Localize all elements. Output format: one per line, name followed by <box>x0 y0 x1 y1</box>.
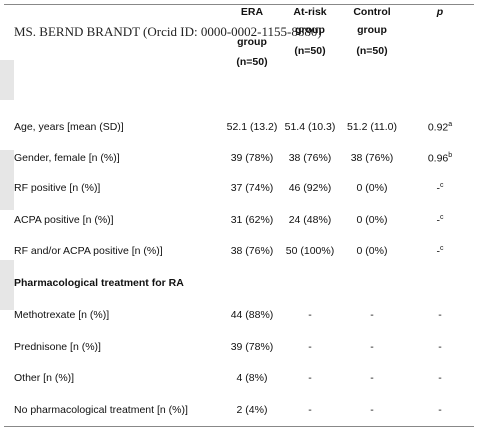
cell: 24 (48%) <box>288 214 332 226</box>
cell: - <box>370 309 374 321</box>
cell: 44 (88%) <box>230 309 274 321</box>
cell: 31 (62%) <box>230 214 274 226</box>
cell: -c <box>436 245 444 258</box>
cell: - <box>438 341 442 353</box>
author-overlay: MS. BERND BRANDT (Orcid ID: 0000-0002-11… <box>14 24 322 39</box>
cell: 51.4 (10.3) <box>284 121 336 133</box>
cell: - <box>370 404 374 416</box>
cell: - <box>370 341 374 353</box>
column-n: (n=50) <box>356 45 388 57</box>
footnote-mark: b <box>448 152 453 159</box>
cell: - <box>438 309 442 321</box>
column-title: At-risk <box>293 6 327 18</box>
cell: -c <box>436 182 444 195</box>
column-subtitle: group <box>295 24 325 36</box>
cell: 0 (0%) <box>356 182 388 194</box>
row-label: ACPA positive [n (%)] <box>14 214 114 226</box>
watermark <box>0 260 14 310</box>
column-subtitle: group <box>237 36 267 48</box>
row-label: RF and/or ACPA positive [n (%)] <box>14 245 163 257</box>
column-title: ERA <box>240 6 264 18</box>
cell: - <box>370 372 374 384</box>
cell: - <box>308 309 312 321</box>
footnote-mark: c <box>440 245 444 252</box>
row-label: No pharmacological treatment [n (%)] <box>14 404 188 416</box>
watermark <box>0 150 14 210</box>
cell: 52.1 (13.2) <box>226 121 278 133</box>
row-label: Age, years [mean (SD)] <box>14 121 124 133</box>
column-n: (n=50) <box>294 45 326 57</box>
cell: -c <box>436 214 444 227</box>
cell: 37 (74%) <box>230 182 274 194</box>
cell: 0.96b <box>427 152 453 165</box>
cell: 39 (78%) <box>230 152 274 164</box>
footnote-mark: c <box>440 182 444 189</box>
table-rule <box>4 4 474 5</box>
cell: 38 (76%) <box>288 152 332 164</box>
row-label: Methotrexate [n (%)] <box>14 309 110 321</box>
cell: - <box>308 372 312 384</box>
row-label: Other [n (%)] <box>14 372 75 384</box>
cell: 51.2 (11.0) <box>346 121 398 133</box>
column-title: p <box>436 6 444 18</box>
row-label: RF positive [n (%)] <box>14 182 101 194</box>
row-label: Prednisone [n (%)] <box>14 341 101 353</box>
cell: 39 (78%) <box>230 341 274 353</box>
cell: 38 (76%) <box>350 152 394 164</box>
cell: 50 (100%) <box>285 245 335 257</box>
watermark <box>0 60 14 100</box>
table-rule <box>4 426 474 427</box>
footnote-mark: a <box>448 121 453 128</box>
cell: - <box>438 372 442 384</box>
footnote-mark: c <box>440 214 444 221</box>
section-header: Pharmacological treatment for RA <box>14 277 184 289</box>
row-label: Gender, female [n (%)] <box>14 152 120 164</box>
cell: - <box>308 404 312 416</box>
column-n: (n=50) <box>236 56 268 68</box>
cell: 0 (0%) <box>356 245 388 257</box>
cell: 0 (0%) <box>356 214 388 226</box>
cell: 46 (92%) <box>288 182 332 194</box>
cell: 2 (4%) <box>236 404 268 416</box>
cell: - <box>438 404 442 416</box>
column-subtitle: group <box>357 24 387 36</box>
column-title: Control <box>353 6 391 18</box>
cell: 4 (8%) <box>236 372 268 384</box>
cell: 0.92a <box>427 121 453 134</box>
cell: 38 (76%) <box>230 245 274 257</box>
cell: - <box>308 341 312 353</box>
